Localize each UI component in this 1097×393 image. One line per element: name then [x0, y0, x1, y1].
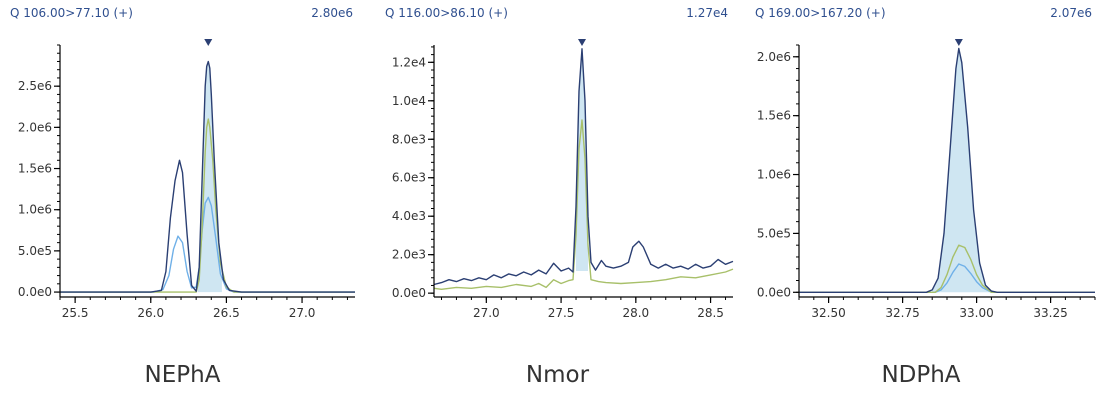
trace-line-main	[433, 48, 734, 286]
compound-name: Nmor	[525, 362, 590, 388]
y-tick-label: 6.0e3	[392, 171, 426, 185]
chromatogram-plot[interactable]: 0.0e0 5.0e5 1.0e6 1.5e6 2.0e6 32.50 32.75 33.00…	[745, 0, 1097, 345]
y-tick-label: 1.0e6	[757, 168, 791, 182]
chromatogram-plot[interactable]: 0.0e0 5.0e5 1.0e6 1.5e6 2.0e6 2.5e6 25.5 26.0 26…	[0, 0, 365, 345]
chromatogram-plot[interactable]: 0.0e0 2.0e3 4.0e3 6.0e3 8.0e3 1.0e4 1.2e4 27.0 2…	[375, 0, 740, 345]
y-tick-label: 0.0e0	[18, 285, 52, 299]
trace-line-green	[799, 244, 1095, 293]
x-tick-label: 27.5	[548, 306, 575, 320]
max-intensity-label: 2.80e6	[311, 6, 353, 20]
y-tick-label: 5.0e5	[757, 226, 791, 240]
y-tick-label: 8.0e3	[392, 132, 426, 146]
y-tick-label: 4.0e3	[392, 209, 426, 223]
peak-fill-area	[932, 49, 995, 293]
y-tick-label: 1.5e6	[18, 162, 52, 176]
trace-line-blue	[799, 263, 1095, 293]
x-tick-label: 26.0	[137, 306, 164, 320]
y-tick-label: 5.0e5	[18, 244, 52, 258]
x-tick-label: 33.00	[959, 306, 993, 320]
x-tick-label: 28.5	[697, 306, 724, 320]
y-tick-label: 0.0e0	[392, 286, 426, 300]
transition-label: Q 106.00>77.10 (+)	[10, 6, 133, 20]
x-tick-label: 25.5	[62, 306, 89, 320]
y-tick-label: 1.0e6	[18, 203, 52, 217]
y-tick-label: 1.0e4	[392, 94, 426, 108]
max-intensity-label: 1.27e4	[686, 6, 728, 20]
x-tick-label: 32.75	[885, 306, 919, 320]
x-tick-label: 27.0	[289, 306, 316, 320]
x-tick-label: 27.0	[473, 306, 500, 320]
x-tick-label: 33.25	[1033, 306, 1067, 320]
chromatogram-panel-nepha: Q 106.00>77.10 (+) 2.80e6 0.0e0 5.0e5 1.0e…	[0, 0, 365, 393]
trace-line-main	[60, 60, 355, 293]
y-tick-label: 1.5e6	[757, 109, 791, 123]
y-tick-label: 1.2e4	[392, 55, 426, 69]
trace-line-green	[433, 119, 734, 290]
peak-apex-marker[interactable]	[954, 39, 963, 46]
peak-apex-marker[interactable]	[204, 39, 213, 46]
y-tick-label: 0.0e0	[757, 285, 791, 299]
max-intensity-label: 2.07e6	[1050, 6, 1092, 20]
compound-name: NEPhA	[144, 362, 221, 388]
trace-line-main	[799, 47, 1095, 293]
y-tick-label: 2.0e3	[392, 248, 426, 262]
chromatogram-panel-nmor: Q 116.00>86.10 (+) 1.27e4 0.0e0 2.0e3 4.0e…	[375, 0, 740, 393]
peak-apex-marker[interactable]	[578, 39, 587, 46]
transition-label: Q 116.00>86.10 (+)	[385, 6, 508, 20]
y-tick-label: 2.0e6	[18, 120, 52, 134]
y-tick-label: 2.5e6	[18, 79, 52, 93]
chromatogram-panel-ndpha: Q 169.00>167.20 (+) 2.07e6 0.0e0 5.0e5 1.0…	[745, 0, 1097, 393]
compound-name: NDPhA	[881, 362, 961, 388]
x-tick-label: 28.0	[622, 306, 649, 320]
transition-label: Q 169.00>167.20 (+)	[755, 6, 886, 20]
x-tick-label: 26.5	[213, 306, 240, 320]
x-tick-label: 32.50	[811, 306, 845, 320]
y-tick-label: 2.0e6	[757, 50, 791, 64]
